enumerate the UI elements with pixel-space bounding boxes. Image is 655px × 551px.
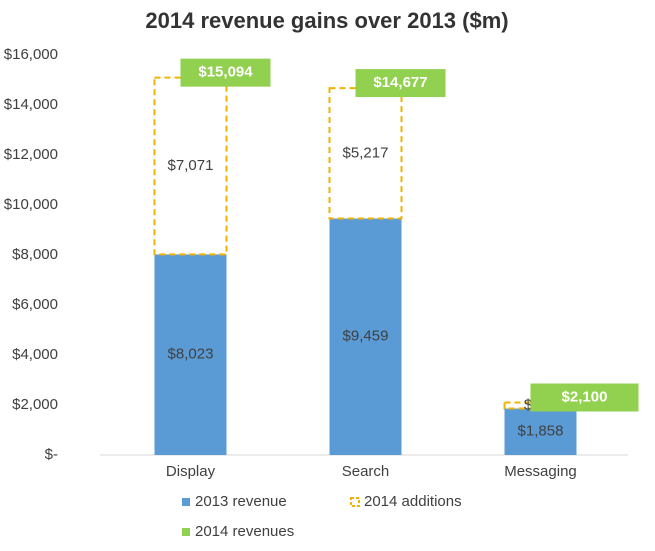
y-tick-label: $6,000 — [12, 296, 58, 313]
total-box — [355, 69, 446, 98]
total-label: $15,094 — [198, 64, 253, 81]
y-tick-label: $8,000 — [12, 246, 58, 263]
total-box — [180, 58, 271, 87]
y-tick-label: $10,000 — [4, 196, 58, 213]
bar-2013 — [154, 254, 227, 455]
bar-2013 — [504, 408, 577, 455]
bar-2013 — [329, 218, 402, 455]
legend-label: 2014 additions — [364, 493, 462, 510]
y-tick-label: $12,000 — [4, 146, 58, 163]
y-tick-label: $14,000 — [4, 96, 58, 113]
y-tick-label: $2,000 — [12, 396, 58, 413]
legend-swatch — [182, 528, 190, 536]
total-label: $2,100 — [562, 388, 608, 405]
value-label: $1,858 — [518, 423, 564, 440]
total-label: $14,677 — [373, 74, 427, 91]
x-tick-label: Display — [166, 463, 216, 480]
value-label: $7,071 — [168, 157, 214, 174]
legend-swatch — [182, 498, 190, 506]
x-tick-label: Search — [342, 463, 390, 480]
legend-label: 2013 revenue — [195, 493, 287, 510]
total-box — [530, 383, 639, 412]
value-label: $5,217 — [343, 144, 389, 161]
x-tick-label: Messaging — [504, 463, 577, 480]
chart-title: 2014 revenue gains over 2013 ($m) — [145, 8, 508, 33]
legend-label: 2014 revenues — [195, 523, 294, 540]
legend-swatch — [350, 497, 360, 507]
y-tick-label: $16,000 — [4, 46, 58, 63]
y-tick-label: $- — [45, 446, 58, 463]
value-label: $8,023 — [168, 346, 214, 363]
value-label: $9,459 — [343, 328, 389, 345]
y-tick-label: $4,000 — [12, 346, 58, 363]
